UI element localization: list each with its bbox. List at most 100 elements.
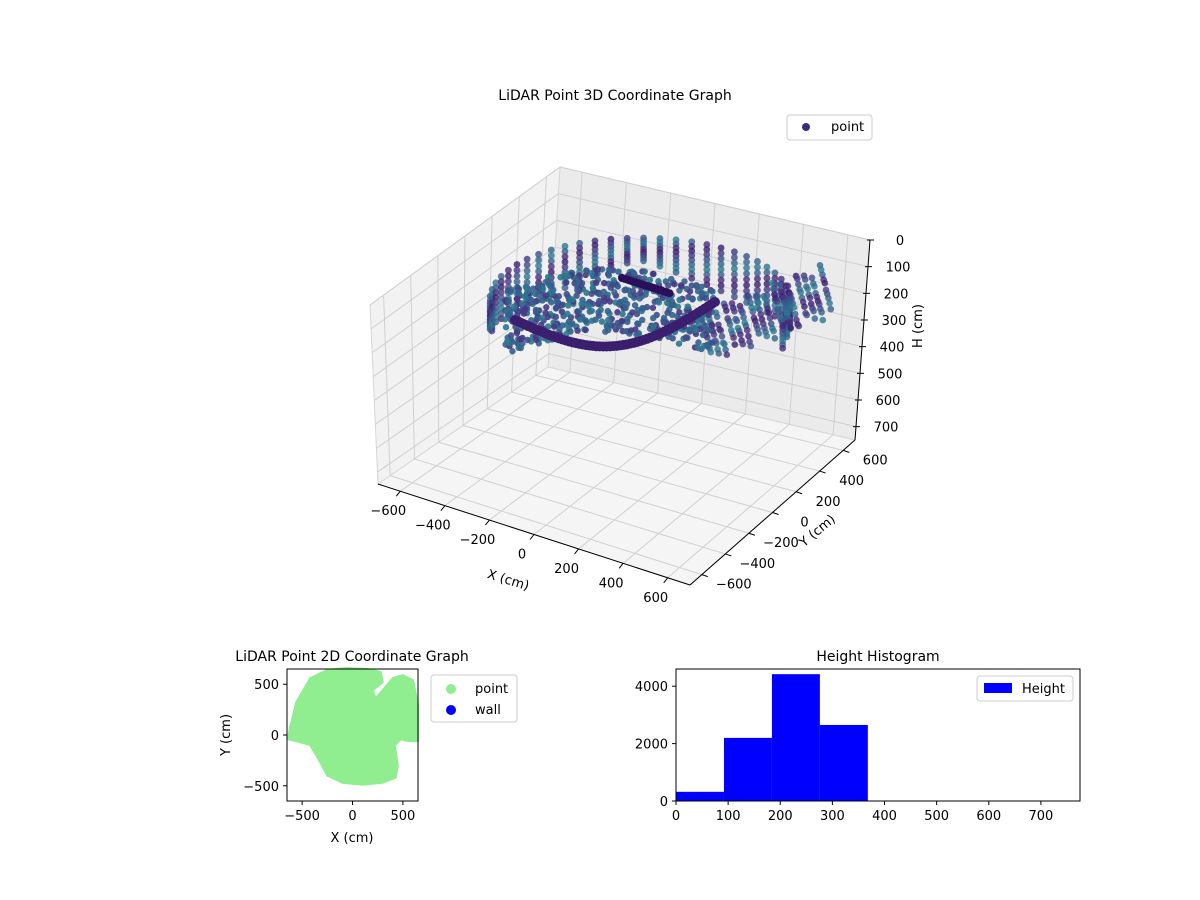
x-tick-label-hist: 0 [672,809,680,824]
cloud-point [553,298,560,306]
grid-z [370,193,869,330]
cloud-point [569,296,576,303]
cloud-point [633,331,640,338]
x-tick-3d [395,490,401,497]
cloud-point [641,275,648,282]
cloud-point [705,311,712,319]
cloud-point [808,274,816,282]
cloud-point [492,284,500,292]
cloud-point [573,292,580,299]
cloud-point [576,263,584,271]
ticks-2d: −500 0 500 −500 0 500 [243,678,415,824]
cloud-point [743,276,750,283]
cloud-point [574,327,581,334]
cloud-point [763,332,771,340]
cloud-point [703,261,711,268]
chart-2d-title: LiDAR Point 2D Coordinate Graph [235,649,468,665]
cloud-point [504,266,512,274]
x-tick-label-3d: 0 [518,548,526,563]
cloud-point [634,320,641,327]
cloud-point [665,282,672,289]
cloud-point [535,268,542,275]
cloud-point [532,306,540,314]
cloud-point [561,242,569,250]
cloud-point [605,316,612,324]
grid-y-floor [511,391,820,472]
cloud-point [731,308,738,315]
cloud-point [492,308,500,316]
x-tick-label-3d: 200 [554,562,579,577]
cloud-point [618,317,626,325]
cloud-point [640,257,647,265]
cloud-point [773,298,781,305]
cloud-point [497,278,505,286]
cloud-point [775,308,783,316]
cloud-point [656,262,664,270]
cloud-point [713,313,721,321]
cloud-point [703,281,711,289]
cloud-point [508,286,515,293]
cloud-point [600,279,608,287]
cloud-point [592,316,599,323]
cloud-point [703,266,711,273]
x-tick-label-2d: 500 [390,809,415,824]
cloud-point [585,303,592,310]
x-tick-label-2d: 0 [348,809,356,824]
y-tick-label-3d: 0 [800,516,808,531]
cloud-point [523,273,531,280]
cloud-point [507,332,515,339]
cloud-point [730,259,738,267]
y-ticks-3d: −600 −400 −2000 200 400 600 [701,449,888,593]
cloud-point [504,272,512,280]
cloud-point [561,263,569,271]
cloud-point [521,293,529,300]
y-tick-label-3d: 400 [839,474,864,489]
cloud-point [665,296,673,303]
cloud-point [793,275,801,283]
cloud-point [497,283,505,291]
point-area-2d [287,667,419,786]
cloud-point [763,280,771,288]
cloud-point [507,311,514,318]
cloud-point [766,314,774,322]
cloud-point [574,308,581,316]
cloud-point [763,286,771,293]
cloud-point [509,348,516,355]
cloud-point [547,268,555,276]
x-tick-label-hist: 700 [1028,809,1053,824]
cloud-point [717,287,725,295]
cloud-point [535,250,542,258]
histogram-bar [771,674,820,801]
cloud-point [757,311,765,318]
legend-label-point-2d: point [475,682,508,697]
cloud-point [600,288,607,295]
cloud-point [747,342,755,350]
cloud-point [676,287,683,294]
cloud-point [504,278,512,285]
y-tick-3d [843,449,850,453]
legend-label-point-3d: point [831,120,864,135]
cloud-point [611,289,618,296]
cloud-point [576,244,584,252]
cloud-point [569,320,576,327]
cloud-point [517,336,524,343]
cloud-point [717,327,725,334]
x-tick-3d [485,519,490,526]
cloud-point [559,322,566,329]
cloud-point [592,279,600,287]
cloud-point [730,282,738,289]
cloud-point [639,316,646,324]
cloud-point [547,252,555,259]
cloud-point [548,282,555,289]
y-tick-label-3d: −200 [763,536,799,551]
chart-3d-title: LiDAR Point 3D Coordinate Graph [498,88,731,104]
cloud-point [573,280,580,287]
legend-3d: point [786,114,873,141]
histogram-bar [676,791,724,801]
cloud-point [594,265,602,273]
cloud-point [664,309,671,316]
cloud-point [755,330,763,337]
z-ticks-3d: 0 100 200 300 400 500 600 700 [853,234,910,436]
z-tick-label-3d: 0 [896,234,904,249]
cloud-point [630,269,637,277]
